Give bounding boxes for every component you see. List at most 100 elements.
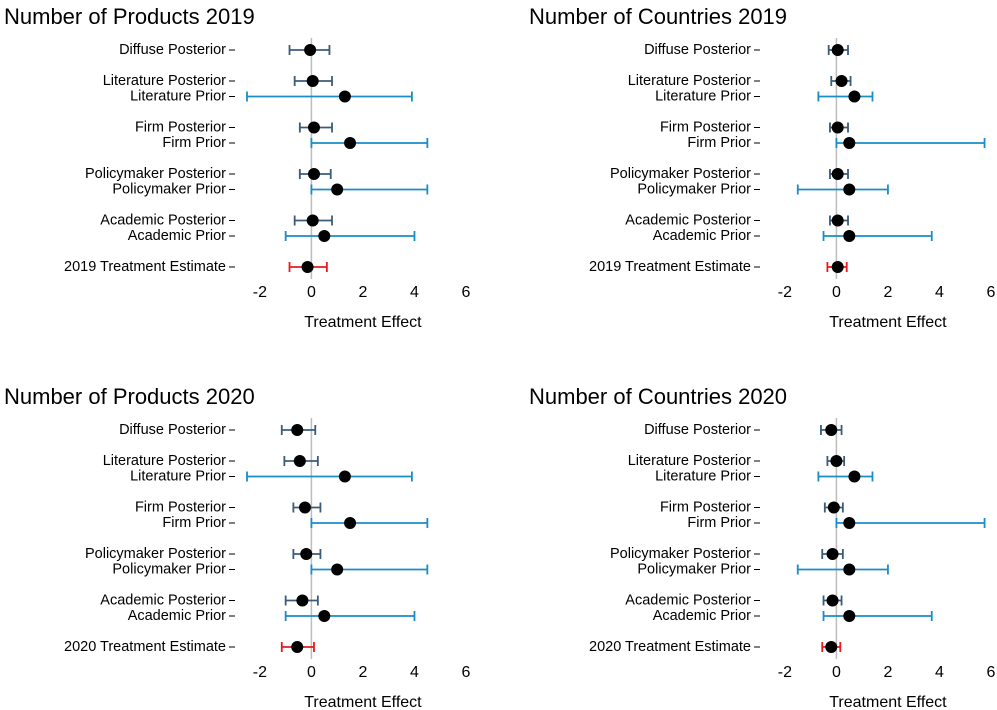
point-estimate (306, 214, 319, 227)
point-estimate (318, 230, 331, 242)
row-label: Academic Posterior (625, 212, 751, 228)
point-estimate (848, 470, 861, 483)
panel-title: Number of Countries 2019 (529, 4, 787, 29)
error-bar (835, 518, 986, 528)
x-tick-label: 6 (462, 284, 471, 301)
point-estimate (843, 230, 856, 242)
point-estimate (831, 44, 844, 56)
row-label: Academic Prior (128, 228, 226, 244)
point-estimate (307, 168, 320, 180)
row-label: Diffuse Posterior (644, 42, 751, 58)
error-bar (284, 231, 416, 241)
point-estimate (835, 75, 848, 87)
row-label: 2020 Treatment Estimate (589, 639, 751, 655)
row-label: Firm Prior (162, 135, 226, 151)
x-tick-label: 4 (935, 284, 944, 301)
error-bar (310, 518, 429, 528)
row-label: Diffuse Posterior (119, 42, 226, 58)
panel: Number of Countries 2020 -2 0 2 4 6 Treatment … (529, 384, 996, 710)
row-label: Literature Posterior (628, 73, 751, 89)
x-tick-label: -2 (778, 284, 792, 301)
x-tick-label: 6 (987, 664, 996, 681)
point-estimate (826, 548, 839, 560)
panel: Number of Products 2019 -2 0 2 4 6 Treatment E… (4, 4, 471, 331)
error-bar (310, 138, 429, 148)
point-estimate (344, 137, 357, 149)
point-estimate (291, 641, 304, 653)
point-estimate (298, 501, 311, 514)
row-label: Academic Posterior (100, 592, 226, 608)
error-bar (796, 564, 889, 575)
point-estimate (344, 517, 357, 529)
point-estimate (830, 455, 843, 467)
point-estimate (291, 424, 304, 436)
point-estimate (831, 261, 844, 273)
row-label: Literature Prior (655, 88, 751, 104)
x-tick-label: 4 (410, 664, 419, 681)
error-bar (817, 471, 874, 482)
error-bar (817, 91, 874, 102)
error-bar (284, 611, 416, 621)
x-tick-label: 2 (358, 664, 367, 681)
row-label: Firm Prior (687, 135, 751, 151)
row-label: Literature Prior (130, 88, 226, 104)
row-label: Policymaker Posterior (85, 546, 226, 562)
point-estimate (331, 183, 344, 196)
point-estimate (843, 563, 856, 576)
point-estimate (825, 424, 838, 436)
point-estimate (338, 470, 351, 483)
error-bar (822, 611, 933, 621)
point-estimate (843, 137, 856, 149)
row-label: Policymaker Posterior (85, 166, 226, 182)
row-label: Academic Posterior (625, 592, 751, 608)
x-tick-label: 6 (462, 664, 471, 681)
row-label: 2019 Treatment Estimate (589, 259, 751, 275)
point-estimate (318, 610, 331, 622)
point-estimate (293, 455, 306, 467)
row-label: Firm Posterior (135, 119, 226, 135)
x-axis-label: Treatment Effect (304, 694, 422, 710)
row-label: Literature Prior (655, 468, 751, 484)
x-tick-label: 2 (358, 284, 367, 301)
x-tick-label: 4 (410, 284, 419, 301)
point-estimate (301, 261, 314, 273)
row-label: Literature Prior (130, 468, 226, 484)
point-estimate (300, 548, 313, 560)
row-label: Literature Posterior (628, 453, 751, 469)
row-label: Firm Prior (687, 515, 751, 531)
point-estimate (826, 594, 839, 607)
row-label: Academic Posterior (100, 212, 226, 228)
row-label: Policymaker Posterior (610, 546, 751, 562)
point-estimate (331, 563, 344, 576)
x-tick-label: 0 (307, 284, 316, 301)
x-tick-label: -2 (778, 664, 792, 681)
row-label: Firm Posterior (135, 499, 226, 515)
error-bar (246, 91, 413, 102)
point-estimate (304, 44, 317, 56)
x-tick-label: 4 (935, 664, 944, 681)
error-bar (246, 471, 413, 482)
panel-title: Number of Countries 2020 (529, 384, 787, 409)
x-axis-label: Treatment Effect (304, 314, 422, 331)
panel: Number of Products 2020 -2 0 2 4 6 Treatment E… (4, 384, 471, 710)
point-estimate (827, 501, 840, 514)
x-tick-label: 2 (883, 664, 892, 681)
panel-title: Number of Products 2020 (4, 384, 255, 409)
row-label: Policymaker Prior (637, 561, 751, 577)
point-estimate (831, 214, 844, 227)
point-estimate (825, 641, 838, 653)
point-estimate (338, 90, 351, 103)
row-label: Firm Posterior (660, 499, 751, 515)
x-tick-label: 6 (987, 284, 996, 301)
x-tick-label: 0 (307, 664, 316, 681)
row-label: Academic Prior (128, 608, 226, 624)
x-axis-label: Treatment Effect (829, 694, 947, 710)
row-label: Policymaker Prior (112, 561, 226, 577)
error-bar (796, 184, 889, 195)
point-estimate (843, 610, 856, 622)
row-label: Firm Prior (162, 515, 226, 531)
x-tick-label: 0 (832, 664, 841, 681)
row-label: Literature Posterior (103, 73, 226, 89)
row-label: Policymaker Prior (112, 181, 226, 197)
